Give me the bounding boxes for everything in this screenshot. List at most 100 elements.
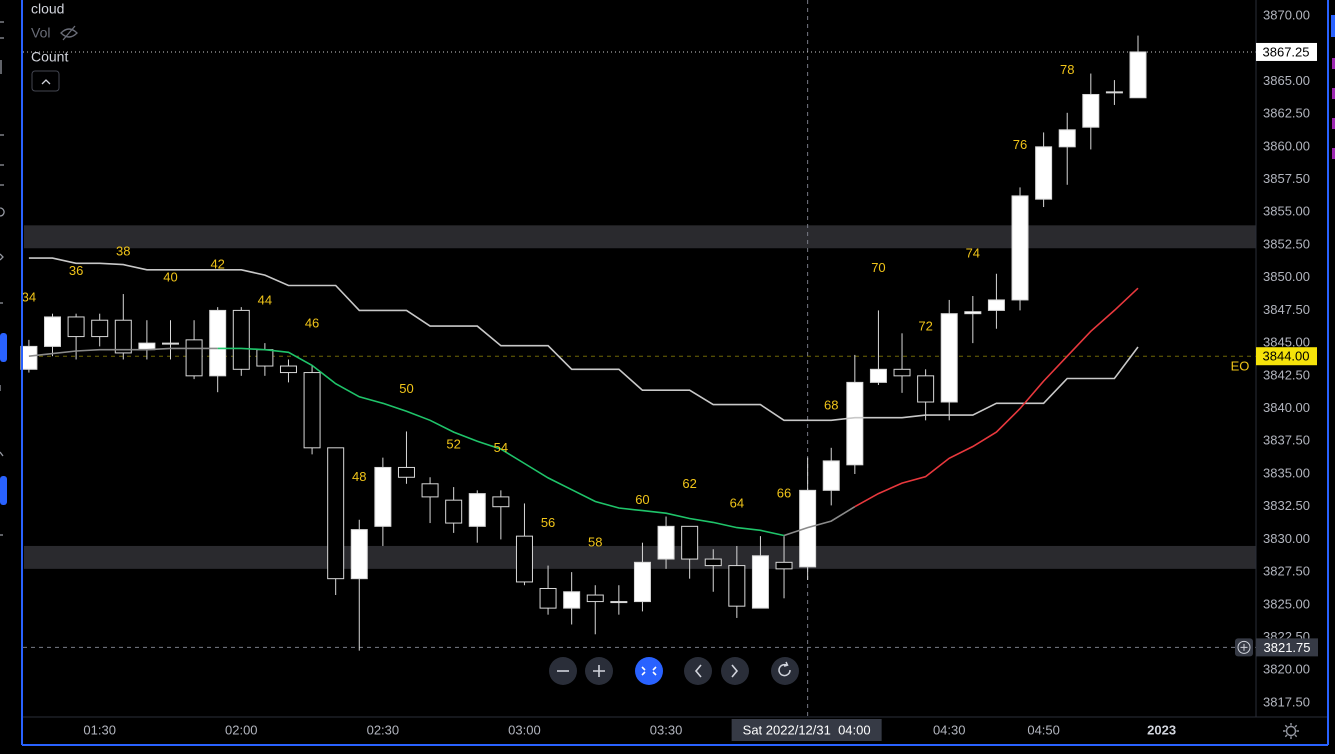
price-label-box	[1256, 42, 1317, 61]
crosshair-y-label: 3821.75	[1264, 640, 1311, 655]
toolbar-icons[interactable]	[0, 21, 5, 536]
side-marker	[1332, 58, 1335, 69]
candle-body-down	[539, 587, 557, 609]
legend-item[interactable]: Vol	[31, 25, 50, 41]
candle-body-up	[987, 299, 1005, 311]
add-alert-icon	[1240, 643, 1248, 651]
side-marker	[1332, 148, 1335, 159]
left-toolbar	[0, 21, 7, 536]
y-tick-label: 3855.00	[1263, 204, 1310, 219]
y-tick-label: 3837.50	[1263, 433, 1310, 448]
candle-body-down	[775, 561, 793, 570]
candle-body-down	[704, 558, 722, 567]
candle-body-down	[327, 447, 345, 580]
candle-body-up	[374, 466, 392, 527]
y-tick-label: 3852.50	[1263, 236, 1310, 251]
candle-body-up	[209, 309, 227, 377]
candle-body-up	[964, 311, 982, 315]
y-tick-label: 3845.00	[1263, 335, 1310, 350]
icon	[641, 666, 657, 676]
candle-body-down	[610, 601, 628, 604]
indicator-line	[28, 257, 1139, 422]
count-label: 34	[22, 289, 36, 304]
candle-body-down	[232, 309, 250, 370]
y-tick-label: 3862.50	[1263, 106, 1310, 121]
candle-body-down	[114, 319, 132, 354]
x-tick-label: 01:30	[83, 722, 116, 737]
count-label: 64	[730, 495, 744, 510]
candle-body-down	[303, 372, 321, 449]
axis-labels: 3817.503820.003822.503825.003827.503830.…	[83, 7, 1318, 741]
indicator-line	[217, 347, 785, 537]
candle-body-up	[1058, 129, 1076, 148]
count-label: 72	[918, 319, 932, 334]
legend-item[interactable]: Count	[31, 49, 68, 65]
add-alert-icon	[1237, 640, 1251, 654]
candle-body-up	[846, 381, 864, 466]
y-tick-label: 3832.50	[1263, 498, 1310, 513]
candle-body-up	[822, 460, 840, 491]
legend-item[interactable]: cloud	[31, 1, 64, 17]
count-label: 78	[1060, 62, 1074, 77]
side-marker	[1332, 88, 1335, 99]
y-tick-label: 3830.00	[1263, 531, 1310, 546]
candle-body-up	[633, 561, 651, 603]
count-label: 60	[635, 492, 649, 507]
count-label: 56	[541, 515, 555, 530]
candle-body-down	[421, 483, 439, 498]
reset-button[interactable]	[771, 657, 799, 685]
candle-body-up	[20, 345, 38, 370]
y-tick-label: 3827.50	[1263, 564, 1310, 579]
icon	[694, 664, 702, 678]
x-tick-label: 04:50	[1027, 722, 1060, 737]
scroll-left-button[interactable]	[684, 657, 712, 685]
candle-body-up	[1035, 146, 1053, 200]
reset-scale-button[interactable]	[635, 657, 663, 685]
count-label: 42	[210, 257, 224, 272]
candle-body-down	[67, 316, 85, 338]
scroll-right-button[interactable]	[721, 657, 749, 685]
candle-body-down	[256, 349, 274, 367]
toolbar-active[interactable]	[0, 333, 7, 362]
indicator-line	[28, 347, 856, 537]
side-marker	[1332, 118, 1335, 129]
y-tick-label: 3870.00	[1263, 7, 1310, 22]
candle-body-up	[43, 316, 61, 347]
candle-body-up	[1129, 51, 1147, 99]
candle-body-down	[1105, 91, 1123, 94]
toolbar-active[interactable]	[0, 476, 7, 505]
count-label: 44	[258, 293, 272, 308]
candle-body-up	[563, 591, 581, 609]
settings-button[interactable]	[1283, 723, 1299, 739]
icon	[731, 664, 739, 678]
price-label: 3844.00	[1263, 349, 1310, 364]
x-tick-label: 02:00	[225, 722, 258, 737]
y-tick-label: 3820.00	[1263, 662, 1310, 677]
candle-body-down	[681, 525, 699, 560]
candle-body-up	[1011, 195, 1029, 301]
icon	[778, 661, 791, 677]
y-tick-label: 3825.00	[1263, 596, 1310, 611]
candle-body-up	[869, 368, 887, 383]
plot: 34 36 38 40 42 44 46 48 50 52 54 56 58 60 62 64 66 68 70 72…	[20, 0, 1256, 717]
count-label: 70	[871, 260, 885, 275]
count-label: 58	[588, 535, 602, 550]
x-tick-label: 03:00	[508, 722, 541, 737]
count-label: 54	[494, 440, 508, 455]
y-tick-label: 3857.50	[1263, 171, 1310, 186]
hide-icon[interactable]	[60, 25, 78, 41]
y-tick-label: 3840.00	[1263, 400, 1310, 415]
collapse-button[interactable]	[31, 70, 60, 92]
count-label: 52	[446, 437, 460, 452]
x-tick-label: 2023	[1147, 722, 1176, 737]
y-tick-label: 3842.50	[1263, 367, 1310, 382]
candle-body-down	[492, 496, 510, 508]
crosshair-x-label: Sat 2022/12/31 04:00	[743, 722, 871, 737]
crosshair-x-box	[731, 719, 882, 741]
crosshair-y-box	[1256, 638, 1318, 657]
x-tick-label: 04:30	[933, 722, 966, 737]
count-label: 38	[116, 243, 130, 258]
count-label: 48	[352, 469, 366, 484]
